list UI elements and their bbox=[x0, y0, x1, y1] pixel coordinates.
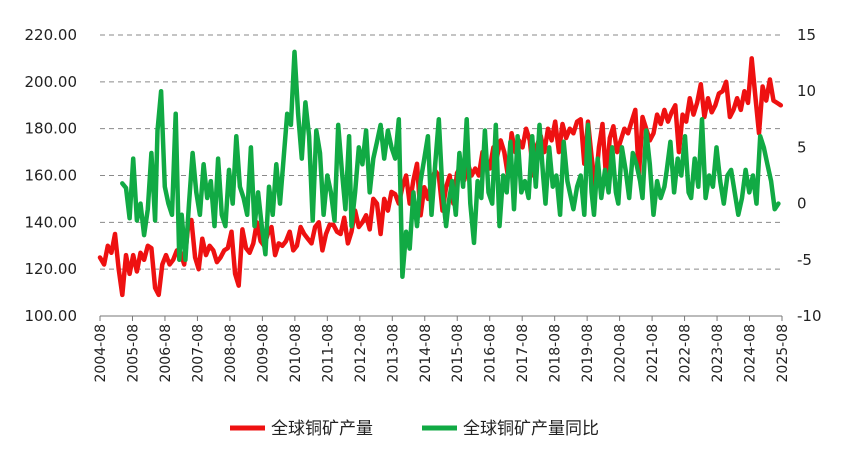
right-tick-label: 5 bbox=[797, 138, 807, 156]
legend: 全球铜矿产量 全球铜矿产量同比 bbox=[230, 419, 599, 439]
x-tick-label: 2014-08 bbox=[418, 324, 434, 383]
x-tick-label: 2022-08 bbox=[678, 324, 694, 383]
x-tick-label: 2011-08 bbox=[320, 324, 336, 383]
right-tick-label: 10 bbox=[797, 82, 816, 100]
x-tick-label: 2024-08 bbox=[743, 324, 759, 383]
right-tick-label: -5 bbox=[797, 251, 812, 269]
left-tick-label: 220.00 bbox=[25, 26, 78, 44]
left-axis: 100.00 120.00 140.00 160.00 180.00 200.00 220.… bbox=[25, 26, 78, 325]
x-tick-label: 2020-08 bbox=[613, 324, 629, 383]
left-tick-label: 120.00 bbox=[25, 260, 78, 278]
x-tick-label: 2015-08 bbox=[450, 324, 466, 383]
x-tick-label: 2013-08 bbox=[385, 324, 401, 383]
x-tick-label: 2004-08 bbox=[93, 324, 109, 383]
x-tick-label: 2016-08 bbox=[483, 324, 499, 383]
x-axis: 2004-08 2005-08 2006-08 2007-08 2008-08 2009-… bbox=[93, 315, 791, 383]
gridlines bbox=[100, 34, 782, 270]
left-tick-label: 140.00 bbox=[25, 213, 78, 231]
right-tick-label: 15 bbox=[797, 26, 816, 44]
x-tick-label: 2019-08 bbox=[580, 324, 596, 383]
right-tick-label: 0 bbox=[797, 195, 807, 213]
x-tick-label: 2025-08 bbox=[775, 324, 791, 383]
x-tick-label: 2007-08 bbox=[190, 324, 206, 383]
x-tick-label: 2023-08 bbox=[710, 324, 726, 383]
right-tick-label: -10 bbox=[797, 307, 822, 325]
series-layer bbox=[97, 49, 784, 298]
x-tick-label: 2005-08 bbox=[125, 324, 141, 383]
legend-label-yoy: 全球铜矿产量同比 bbox=[463, 419, 599, 439]
right-axis: -10 -5 0 5 10 15 bbox=[797, 26, 822, 325]
legend-item-yoy: 全球铜矿产量同比 bbox=[422, 419, 599, 439]
x-tick-label: 2010-08 bbox=[288, 324, 304, 383]
legend-item-production: 全球铜矿产量 bbox=[230, 419, 373, 439]
left-tick-label: 180.00 bbox=[25, 120, 78, 138]
x-tick-label: 2018-08 bbox=[548, 324, 564, 383]
x-tick-label: 2021-08 bbox=[645, 324, 661, 383]
legend-label-production: 全球铜矿产量 bbox=[271, 419, 373, 439]
series-line-yoy bbox=[120, 49, 781, 279]
x-tick-label: 2009-08 bbox=[255, 324, 271, 383]
x-tick-label: 2008-08 bbox=[223, 324, 239, 383]
left-tick-label: 200.00 bbox=[25, 73, 78, 91]
left-tick-label: 160.00 bbox=[25, 167, 78, 185]
x-tick-label: 2017-08 bbox=[515, 324, 531, 383]
left-tick-label: 100.00 bbox=[25, 307, 78, 325]
x-tick-label: 2012-08 bbox=[353, 324, 369, 383]
x-tick-label: 2006-08 bbox=[158, 324, 174, 383]
